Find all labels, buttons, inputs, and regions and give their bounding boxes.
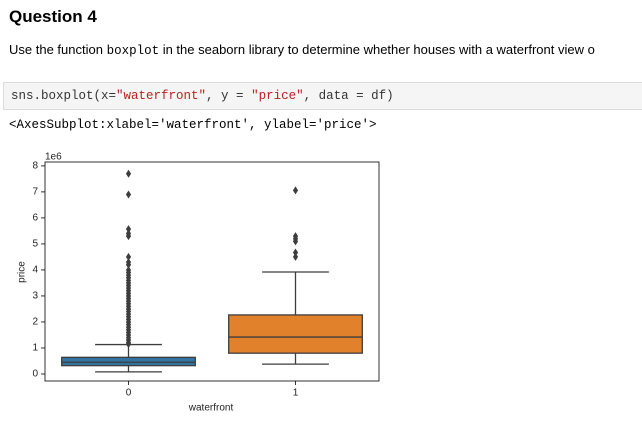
plot-frame: [44, 161, 380, 382]
y-tick-label: 1: [32, 343, 38, 354]
code-string: "waterfront": [116, 89, 207, 103]
code: sns.boxplot(x=: [11, 89, 117, 103]
outlier: [125, 260, 132, 269]
outlier: [292, 186, 299, 195]
outlier: [125, 252, 132, 261]
box: [61, 356, 196, 367]
y-tick-label: 5: [32, 239, 38, 250]
y-tick-label: 2: [32, 317, 38, 328]
chart: 1e6 waterfront price 0 1 2 3 4 5 6 7 8 0 1: [17, 152, 380, 414]
x-tick-label: 0: [126, 388, 132, 399]
text: in the seaborn library to determine whet…: [159, 42, 595, 57]
inline-code: boxplot: [106, 44, 160, 58]
code: , data = df): [303, 89, 394, 103]
question-title: Question 4: [9, 7, 97, 26]
y-tick-label: 4: [32, 265, 38, 276]
question-text: Use the function boxplot in the seaborn …: [9, 42, 642, 58]
outlier: [125, 190, 132, 199]
y-tick-label: 0: [32, 369, 38, 380]
y-tick-label: 8: [32, 161, 38, 172]
y-offset-label: 1e6: [45, 152, 62, 163]
y-tick-label: 3: [32, 291, 38, 302]
box: [228, 314, 363, 354]
code-cell[interactable]: sns.boxplot(x="waterfront", y = "price",…: [3, 82, 642, 110]
code: , y =: [206, 89, 252, 103]
text: Use the function: [9, 42, 107, 57]
y-tick-label: 7: [32, 187, 38, 198]
outlier: [125, 340, 132, 349]
outlier: [125, 169, 132, 178]
code-string: "price": [251, 89, 304, 103]
y-tick-label: 6: [32, 213, 38, 224]
y-axis-label: price: [17, 261, 28, 283]
x-tick-label: 1: [293, 388, 299, 399]
outlier: [292, 248, 299, 257]
outlier: [292, 252, 299, 261]
x-axis-label: waterfront: [188, 403, 234, 414]
outlier: [125, 225, 132, 234]
outlier: [125, 232, 132, 241]
outlier: [292, 237, 299, 246]
cell-output: <AxesSubplot:xlabel='waterfront', ylabel…: [9, 118, 377, 132]
